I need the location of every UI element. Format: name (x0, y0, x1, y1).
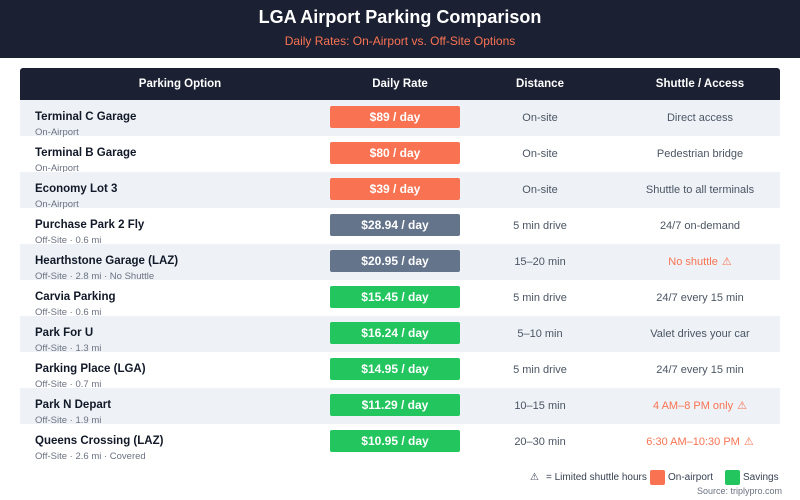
distance-cell: 5 min drive (513, 292, 567, 304)
parking-name: Terminal C Garage (35, 111, 137, 123)
table-row: Queens Crossing (LAZ) Off-Site · 2.6 mi ·… (20, 424, 780, 460)
column-header-distance: Distance (516, 78, 564, 90)
access-cell: 24/7 every 15 min (620, 352, 780, 388)
daily-rate-badge: $80 / day (330, 142, 460, 164)
column-header-option: Parking Option (138, 78, 222, 90)
daily-rate-badge: $10.95 / day (330, 430, 460, 452)
distance-cell: 5 min drive (513, 220, 567, 232)
access-cell: No shuttle ⚠ (620, 244, 780, 280)
parking-subtitle: On-Airport (35, 163, 79, 174)
access-text: 24/7 every 15 min (656, 292, 744, 304)
distance-cell: 10–15 min (514, 400, 566, 412)
daily-rate-badge: $89 / day (330, 106, 460, 128)
table-row: Parking Place (LGA) Off-Site · 0.7 mi $14.… (20, 352, 780, 390)
parking-subtitle: Off-Site · 1.3 mi (35, 343, 102, 354)
warning-icon: ⚠ (530, 472, 539, 483)
access-text: Valet drives your car (650, 328, 750, 340)
table-row: Economy Lot 3 On-Airport $39 / day On-site S… (20, 172, 780, 210)
warning-icon: ⚠ (743, 436, 754, 448)
distance-cell: 20–30 min (514, 436, 566, 448)
access-cell: 24/7 on-demand (620, 208, 780, 244)
column-header-access: Shuttle / Access (655, 78, 745, 90)
page-header: LGA Airport Parking Comparison Daily Rat… (0, 0, 800, 58)
parking-subtitle: Off-Site · 0.6 mi (35, 235, 102, 246)
daily-rate-badge: $14.95 / day (330, 358, 460, 380)
access-text: 6:30 AM–10:30 PM (646, 436, 740, 448)
parking-name: Park N Depart (35, 399, 112, 411)
distance-cell: On-site (522, 148, 558, 160)
table-row: Terminal B Garage On-Airport $80 / day On-s… (20, 136, 780, 174)
table-header: Parking Option Daily Rate Distance Shutt… (20, 68, 780, 100)
legend-on-airport-swatch (650, 470, 665, 485)
column-header-rate: Daily Rate (372, 78, 428, 90)
parking-name: Park For U (35, 327, 94, 339)
access-text: No shuttle (668, 256, 718, 268)
distance-cell: 15–20 min (514, 256, 566, 268)
access-cell: 24/7 every 15 min (620, 280, 780, 316)
daily-rate-badge: $28.94 / day (330, 214, 460, 236)
parking-name: Queens Crossing (LAZ) (35, 435, 164, 447)
table-row: Hearthstone Garage (LAZ) Off-Site · 2.8 m… (20, 244, 780, 282)
access-text: 24/7 every 15 min (656, 364, 744, 376)
parking-name: Purchase Park 2 Fly (35, 219, 145, 231)
table-row: Carvia Parking Off-Site · 0.6 mi $15.45 / … (20, 280, 780, 318)
table-row: Purchase Park 2 Fly Off-Site · 0.6 mi $28.… (20, 208, 780, 246)
access-cell: 4 AM–8 PM only ⚠ (620, 388, 780, 424)
distance-cell: 5 min drive (513, 364, 567, 376)
parking-subtitle: Off-Site · 0.7 mi (35, 379, 102, 390)
page-title: LGA Airport Parking Comparison (258, 7, 542, 27)
parking-subtitle: Off-Site · 2.6 mi · Covered (35, 451, 146, 460)
daily-rate-badge: $16.24 / day (330, 322, 460, 344)
parking-name: Parking Place (LGA) (35, 363, 146, 375)
distance-cell: On-site (522, 112, 558, 124)
access-cell: Direct access (620, 100, 780, 136)
access-cell: Shuttle to all terminals (620, 172, 780, 208)
access-text: Direct access (666, 112, 734, 124)
parking-name: Economy Lot 3 (35, 183, 118, 195)
access-cell: 6:30 AM–10:30 PM ⚠ (620, 424, 780, 460)
table-row: Park For U Off-Site · 1.3 mi $16.24 / day 5… (20, 316, 780, 354)
parking-name: Terminal B Garage (35, 147, 137, 159)
legend-on-airport-label: On-airport (668, 472, 714, 483)
warning-icon: ⚠ (737, 400, 747, 412)
parking-name: Carvia Parking (35, 291, 116, 303)
parking-subtitle: On-Airport (35, 199, 79, 210)
table-row: Park N Depart Off-Site · 1.9 mi $11.29 / d… (20, 388, 780, 426)
parking-subtitle: Off-Site · 1.9 mi (35, 415, 102, 426)
parking-subtitle: Off-Site · 2.8 mi · No Shuttle (35, 271, 155, 282)
daily-rate-badge: $11.29 / day (330, 394, 460, 416)
source-note: Source: triplypro.com (696, 486, 782, 496)
access-text: 24/7 on-demand (659, 220, 741, 232)
access-text: Pedestrian bridge (656, 148, 744, 160)
parking-name: Hearthstone Garage (LAZ) (35, 255, 179, 267)
daily-rate-badge: $15.45 / day (330, 286, 460, 308)
distance-cell: 5–10 min (517, 328, 563, 340)
access-text: Shuttle to all terminals (645, 184, 755, 196)
warning-icon: ⚠ (721, 256, 732, 268)
legend-savings-label: Savings (743, 472, 779, 483)
access-text: 4 AM–8 PM only (653, 400, 734, 412)
legend-savings-swatch (725, 470, 740, 485)
page-subtitle: Daily Rates: On-Airport vs. Off-Site Opt… (284, 34, 516, 48)
table-body: Terminal C Garage On-Airport $89 / day On-s… (20, 100, 780, 460)
daily-rate-badge: $39 / day (330, 178, 460, 200)
access-cell: Valet drives your car (620, 316, 780, 352)
access-cell: Pedestrian bridge (620, 136, 780, 172)
distance-cell: On-site (522, 184, 558, 196)
parking-subtitle: Off-Site · 0.6 mi (35, 307, 102, 318)
legend-warning-label: = Limited shuttle hours (546, 472, 647, 483)
parking-subtitle: On-Airport (35, 127, 79, 138)
daily-rate-badge: $20.95 / day (330, 250, 460, 272)
parking-comparison-table: Parking Option Daily Rate Distance Shutt… (20, 68, 780, 460)
table-row: Terminal C Garage On-Airport $89 / day On-s… (20, 100, 780, 138)
